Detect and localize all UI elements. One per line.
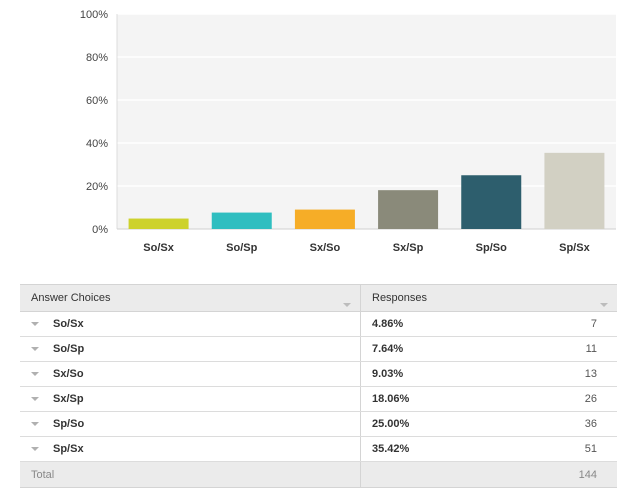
table-row: Sp/Sx 35.42% 51	[20, 436, 617, 462]
expand-caret-icon[interactable]	[31, 422, 39, 427]
table-row: Sx/Sp 18.06% 26	[20, 386, 617, 412]
bar-chart: 0% 20% 40% 60% 80% 100% So/Sx So/Sp Sx/So Sx/Sp Sp…	[80, 9, 616, 254]
response-count: 13	[477, 361, 617, 387]
table-row: Sx/So 9.03% 13	[20, 361, 617, 387]
y-tick-label: 40%	[86, 138, 108, 150]
response-percent: 35.42%	[360, 436, 477, 462]
table-row: Sp/So 25.00% 36	[20, 411, 617, 437]
expand-caret-icon[interactable]	[31, 322, 39, 327]
x-tick-label: Sp/So	[476, 242, 507, 254]
response-count: 11	[477, 336, 617, 362]
answer-choice-label: Sx/So	[53, 368, 84, 381]
total-count: 144	[477, 461, 617, 488]
response-count: 36	[477, 411, 617, 437]
bar	[461, 175, 522, 229]
answer-choice-label: Sx/Sp	[53, 393, 84, 406]
results-table: Answer Choices Responses So/Sx 4.86% 7 S…	[20, 284, 617, 488]
total-row: Total 144	[20, 461, 617, 488]
expand-caret-icon[interactable]	[31, 447, 39, 452]
answer-choice-label: So/Sp	[53, 343, 85, 356]
sort-caret-icon[interactable]	[343, 303, 351, 307]
expand-caret-icon[interactable]	[31, 347, 39, 352]
answer-choice-label: Sp/Sx	[53, 443, 84, 456]
response-count: 51	[477, 436, 617, 462]
response-count: 7	[477, 311, 617, 337]
table-row: So/Sp 7.64% 11	[20, 336, 617, 362]
answer-choice-label: So/Sx	[53, 318, 84, 331]
response-count: 26	[477, 386, 617, 412]
bar	[544, 152, 605, 229]
sort-caret-icon[interactable]	[600, 303, 608, 307]
expand-caret-icon[interactable]	[31, 372, 39, 377]
x-tick-label: Sx/So	[310, 242, 341, 254]
table-row: So/Sx 4.86% 7	[20, 311, 617, 337]
answer-choices-header[interactable]: Answer Choices	[20, 284, 361, 312]
x-tick-label: So/Sx	[143, 242, 174, 254]
bar	[128, 218, 189, 229]
response-percent: 4.86%	[360, 311, 477, 337]
plot-area	[117, 14, 616, 229]
x-tick-label: So/Sp	[226, 242, 257, 254]
answer-choice-label: Sp/So	[53, 418, 85, 431]
y-tick-label: 80%	[86, 52, 108, 64]
bar	[294, 209, 355, 229]
x-tick-label: Sp/Sx	[559, 242, 590, 254]
total-label: Total	[20, 461, 361, 488]
response-percent: 9.03%	[360, 361, 477, 387]
table-header-row: Answer Choices Responses	[20, 284, 617, 312]
y-tick-label: 0%	[92, 224, 108, 236]
bar	[378, 190, 439, 229]
y-tick-label: 100%	[80, 9, 108, 21]
x-tick-label: Sx/Sp	[393, 242, 424, 254]
response-percent: 18.06%	[360, 386, 477, 412]
expand-caret-icon[interactable]	[31, 397, 39, 402]
response-percent: 25.00%	[360, 411, 477, 437]
y-tick-label: 60%	[86, 95, 108, 107]
bar	[211, 212, 272, 229]
responses-header[interactable]: Responses	[360, 284, 617, 312]
y-tick-label: 20%	[86, 181, 108, 193]
response-percent: 7.64%	[360, 336, 477, 362]
